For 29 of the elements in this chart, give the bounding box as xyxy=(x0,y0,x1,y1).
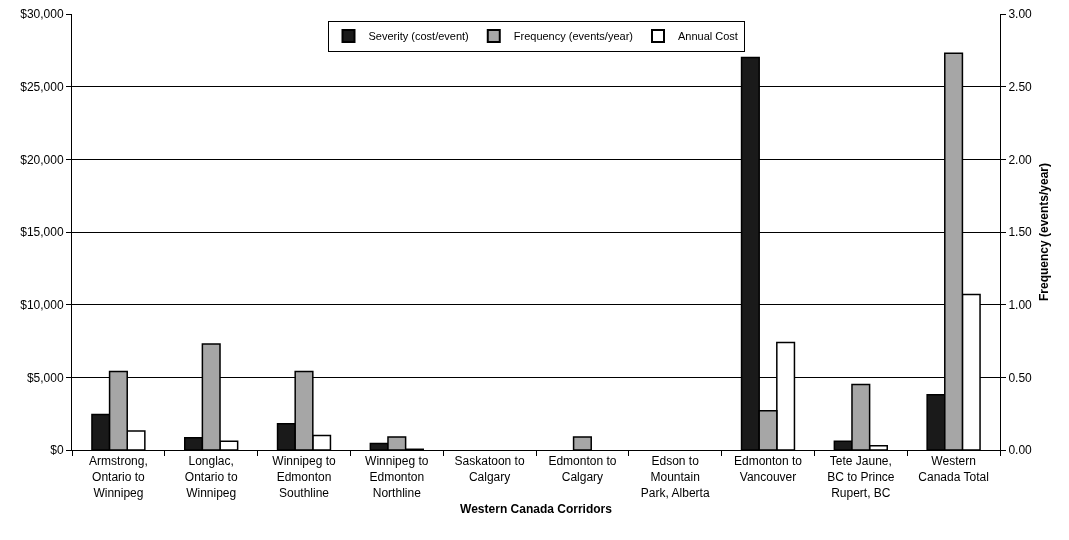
x-tick-label: Edson to Mountain Park, Alberta xyxy=(640,454,710,500)
x-tick-label: Edmonton to Vancouver xyxy=(733,454,803,484)
x-tick-label: Armstrong, Ontario to Winnipeg xyxy=(89,454,148,500)
y2-tick-label: 2.00 xyxy=(1008,152,1033,167)
x-tick-label: Winnipeg to Edmonton Northline xyxy=(365,454,429,500)
y2-tick-label: 0.50 xyxy=(1008,370,1033,385)
y-tick-label: $25,000 xyxy=(20,79,64,94)
y2-tick-label: 3.00 xyxy=(1008,7,1033,22)
legend-label: Frequency (events/year) xyxy=(513,30,633,43)
legend-label: Annual Cost xyxy=(677,30,738,43)
y-tick-label: $0 xyxy=(50,443,64,458)
y2-tick-label: 2.50 xyxy=(1008,79,1033,94)
x-tick-label: Saskatoon to Calgary xyxy=(454,454,525,484)
legend-label: Severity (cost/event) xyxy=(368,30,469,43)
y2-tick-label: 1.00 xyxy=(1008,297,1033,312)
y2-tick-label: 0.00 xyxy=(1008,443,1033,458)
x-tick-label: Edmonton to Calgary xyxy=(548,454,617,484)
y2-tick-label: 1.50 xyxy=(1008,225,1033,240)
y-tick-label: $5,000 xyxy=(26,370,64,385)
x-tick-label: Tete Jaune, BC to Prince Rupert, BC xyxy=(827,454,895,500)
x-tick-label: Winnipeg to Edmonton Southline xyxy=(272,454,337,500)
x-axis-title: Western Canada Corridors xyxy=(460,502,613,517)
y-tick-label: $30,000 xyxy=(20,7,64,22)
y-tick-label: $20,000 xyxy=(20,152,64,167)
y-tick-label: $10,000 xyxy=(20,297,64,312)
y-tick-label: $15,000 xyxy=(20,225,64,240)
y2-axis-title: Frequency (events/year) xyxy=(1036,162,1051,302)
x-tick-label: Longlac, Ontario to Winnipeg xyxy=(184,454,238,500)
x-tick-label: Western Canada Total xyxy=(918,454,989,484)
